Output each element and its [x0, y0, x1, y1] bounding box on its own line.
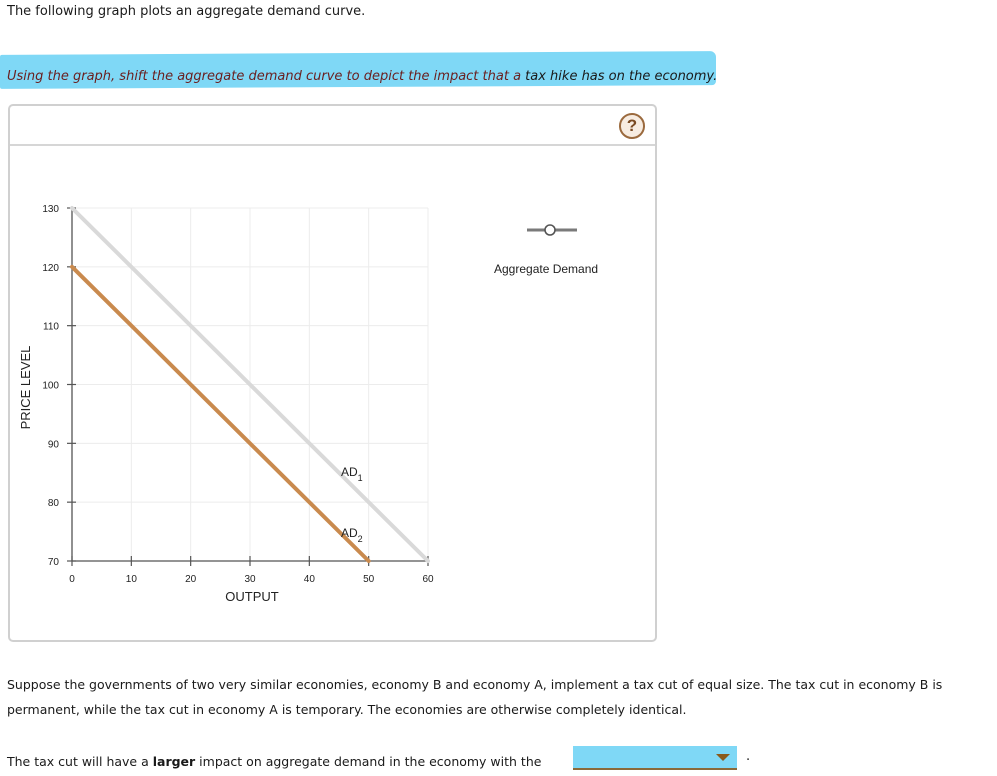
x-tick-label: 0 [69, 574, 75, 585]
legend-label-aggregate-demand: Aggregate Demand [494, 262, 599, 276]
question-sentence: The tax cut will have a larger impact on… [7, 749, 997, 774]
y-tick-label: 130 [42, 204, 59, 215]
curve-ad2[interactable] [70, 264, 371, 563]
sentence-before: The tax cut will have a [7, 754, 153, 769]
curve-label-ad1: AD1 [341, 465, 363, 483]
instruction-highlighted: Using the graph, shift the aggregate dem… [7, 69, 526, 84]
y-tick-label: 70 [48, 557, 60, 568]
instruction-tail: tax hike has on the economy. [525, 69, 718, 84]
x-tick-label: 20 [185, 574, 197, 585]
y-tick-label: 90 [48, 439, 60, 450]
curve-label-ad2: AD2 [341, 526, 363, 544]
instruction-text: Using the graph, shift the aggregate dem… [7, 69, 717, 84]
legend-point-icon[interactable] [544, 224, 556, 236]
x-tick-label: 50 [363, 574, 375, 585]
chevron-down-icon[interactable] [716, 754, 730, 761]
y-tick-label: 100 [42, 381, 59, 392]
y-tick-label: 80 [48, 498, 60, 509]
sentence-after: impact on aggregate demand in the econom… [195, 754, 542, 769]
y-tick-label: 110 [43, 322, 59, 333]
sentence-period: . [746, 749, 751, 764]
x-axis-title: OUTPUT [225, 589, 279, 604]
x-tick-label: 60 [422, 574, 434, 585]
y-axis-title: PRICE LEVEL [18, 346, 33, 430]
curve-ad1[interactable] [70, 206, 430, 563]
question-paragraph: Suppose the governments of two very simi… [7, 677, 943, 717]
x-tick-label: 30 [244, 574, 256, 585]
y-tick-label: 120 [42, 263, 59, 274]
x-tick-label: 10 [126, 574, 138, 585]
x-tick-label: 40 [304, 574, 316, 585]
aggregate-demand-chart[interactable]: 70 80 90 100 110 120 130 0 10 20 30 40 50 60 OUTPUT PRI… [0, 0, 997, 650]
question-mark-icon[interactable]: ? [619, 113, 645, 139]
intro-text: The following graph plots an aggregate d… [7, 4, 366, 19]
graph-panel: ? [8, 104, 657, 642]
panel-header: ? [10, 106, 655, 146]
sentence-bold: larger [152, 754, 196, 769]
economy-dropdown[interactable] [573, 746, 737, 770]
